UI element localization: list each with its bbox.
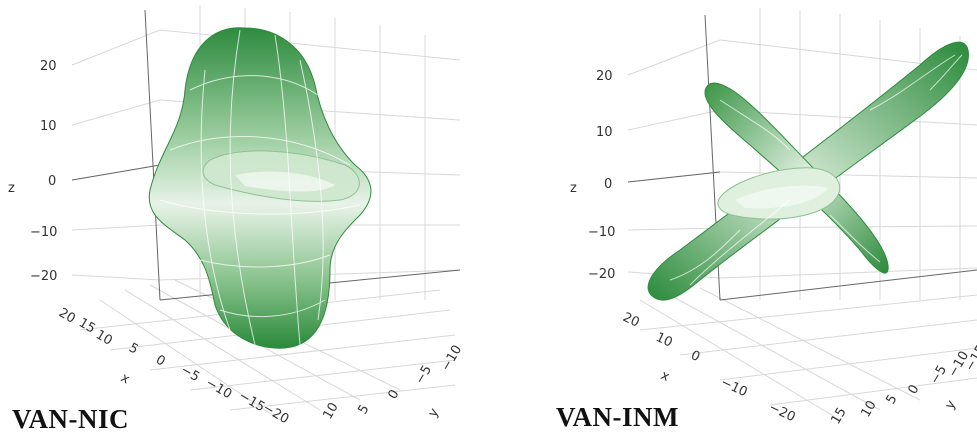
y-tick-label: 0 (905, 382, 922, 397)
x-tick-label: 10 (93, 327, 115, 348)
x-tick-label: 10 (653, 330, 674, 351)
y-tick-label: 5 (355, 402, 372, 417)
x-tick-label: 20 (56, 305, 78, 326)
x-tick-label: 15 (76, 315, 98, 336)
surface-van-inm (647, 41, 969, 301)
y-tick-label: 5 (883, 392, 900, 407)
z-tick-label: 0 (48, 174, 56, 189)
x-axis-label: x (658, 368, 672, 385)
x-tick-label: 0 (688, 348, 702, 365)
y-tick-labels: 10 5 0 −5 −10 (320, 343, 465, 422)
y-tick-label: −5 (412, 363, 435, 387)
panel-van-inm: 20 10 0 −10 −20 z 20 10 0 −10 −20 x 15 1… (570, 8, 977, 427)
z-tick-label: 20 (40, 59, 57, 74)
z-axis-label: z (8, 181, 15, 196)
z-tick-label: −10 (588, 225, 615, 240)
z-tick-label: 20 (596, 69, 613, 84)
surface-van-nic (148, 27, 372, 349)
z-tick-label: −20 (30, 269, 57, 284)
x-tick-label: 5 (126, 340, 141, 357)
z-tick-label: 10 (596, 125, 613, 140)
y-axis-label: y (425, 406, 442, 420)
y-tick-label: −10 (438, 343, 465, 374)
y-tick-labels: 15 10 5 0 −5 −10 −15 (828, 343, 977, 427)
z-tick-label: 0 (604, 177, 612, 192)
y-tick-label: 15 (828, 405, 849, 427)
y-axis-label: y (942, 398, 959, 412)
panel-van-nic: 20 10 0 −10 −20 z 20 15 10 5 0 −5 −10 −1… (8, 5, 465, 427)
x-tick-label: 20 (620, 310, 641, 331)
z-tick-label: −10 (30, 225, 57, 240)
panel-title-van-nic: VAN-NIC (12, 404, 130, 434)
z-tick-label: 10 (40, 119, 57, 134)
x-axis-label: x (118, 370, 132, 387)
x-tick-label: −20 (766, 400, 797, 425)
y-tick-label: 10 (858, 398, 879, 420)
panel-title-van-inm: VAN-INM (556, 402, 679, 432)
z-tick-label: −20 (588, 267, 615, 282)
x-tick-label: −20 (260, 400, 291, 427)
y-tick-label: −5 (927, 363, 950, 387)
z-axis-label: z (570, 181, 577, 196)
x-tick-label: 0 (153, 352, 168, 369)
x-tick-label: −10 (718, 375, 749, 400)
x-tick-label: −10 (203, 375, 234, 402)
y-tick-label: 10 (320, 400, 341, 422)
